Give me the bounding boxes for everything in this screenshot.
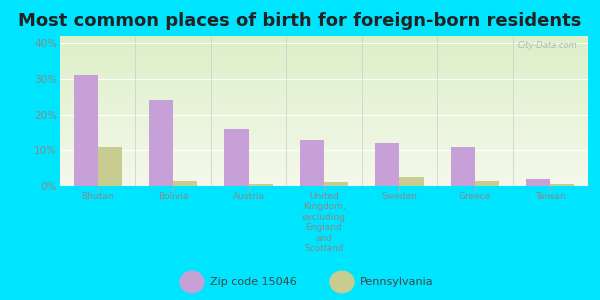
- Bar: [248, 184, 273, 186]
- Bar: [173, 181, 197, 186]
- Bar: [475, 181, 499, 186]
- Bar: [375, 143, 400, 186]
- Bar: [550, 184, 574, 186]
- Bar: [400, 177, 424, 186]
- Bar: [149, 100, 173, 186]
- Text: Pennsylvania: Pennsylvania: [360, 277, 434, 287]
- Bar: [324, 182, 348, 186]
- Bar: [98, 147, 122, 186]
- Ellipse shape: [330, 271, 354, 293]
- Text: Bolivia: Bolivia: [158, 192, 188, 201]
- Bar: [74, 75, 98, 186]
- Bar: [300, 140, 324, 186]
- Text: Zip code 15046: Zip code 15046: [210, 277, 297, 287]
- Text: City-Data.com: City-Data.com: [518, 40, 577, 50]
- Text: Taiwan: Taiwan: [535, 192, 566, 201]
- Bar: [526, 179, 550, 186]
- Bar: [224, 129, 248, 186]
- Ellipse shape: [180, 271, 204, 293]
- Text: Greece: Greece: [458, 192, 491, 201]
- Text: Austria: Austria: [233, 192, 265, 201]
- Text: United
Kingdom,
excluding
England
and
Scotland: United Kingdom, excluding England and Sc…: [302, 192, 346, 253]
- Bar: [451, 147, 475, 186]
- Text: Most common places of birth for foreign-born residents: Most common places of birth for foreign-…: [19, 12, 581, 30]
- Text: Sweden: Sweden: [382, 192, 418, 201]
- Text: Bhutan: Bhutan: [82, 192, 114, 201]
